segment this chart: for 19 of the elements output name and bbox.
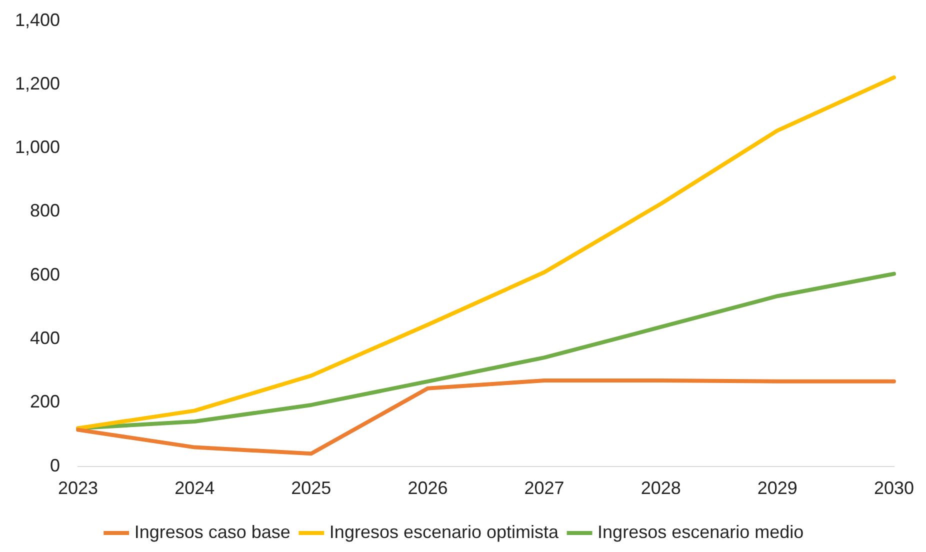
legend-label: Ingresos escenario optimista bbox=[329, 522, 560, 542]
x-tick-label: 2028 bbox=[640, 478, 681, 498]
legend-label: Ingresos caso base bbox=[134, 522, 290, 542]
y-tick-label: 800 bbox=[30, 200, 60, 221]
x-tick-label: 2025 bbox=[291, 478, 332, 498]
y-tick-label: 600 bbox=[30, 264, 60, 284]
x-tick-label: 2026 bbox=[408, 478, 448, 498]
legend-label: Ingresos escenario medio bbox=[598, 522, 804, 542]
y-tick-label: 200 bbox=[30, 392, 60, 412]
y-tick-label: 1,000 bbox=[14, 137, 60, 158]
x-tick-label: 2023 bbox=[58, 478, 98, 498]
y-tick-label: 0 bbox=[50, 455, 60, 476]
y-tick-label: 400 bbox=[30, 328, 60, 348]
x-tick-label: 2024 bbox=[174, 478, 215, 498]
y-tick-label: 1,400 bbox=[14, 10, 60, 30]
x-tick-label: 2030 bbox=[874, 478, 914, 498]
y-tick-label: 1,200 bbox=[14, 73, 60, 94]
x-tick-label: 2029 bbox=[757, 478, 798, 498]
x-tick-label: 2027 bbox=[524, 478, 564, 498]
